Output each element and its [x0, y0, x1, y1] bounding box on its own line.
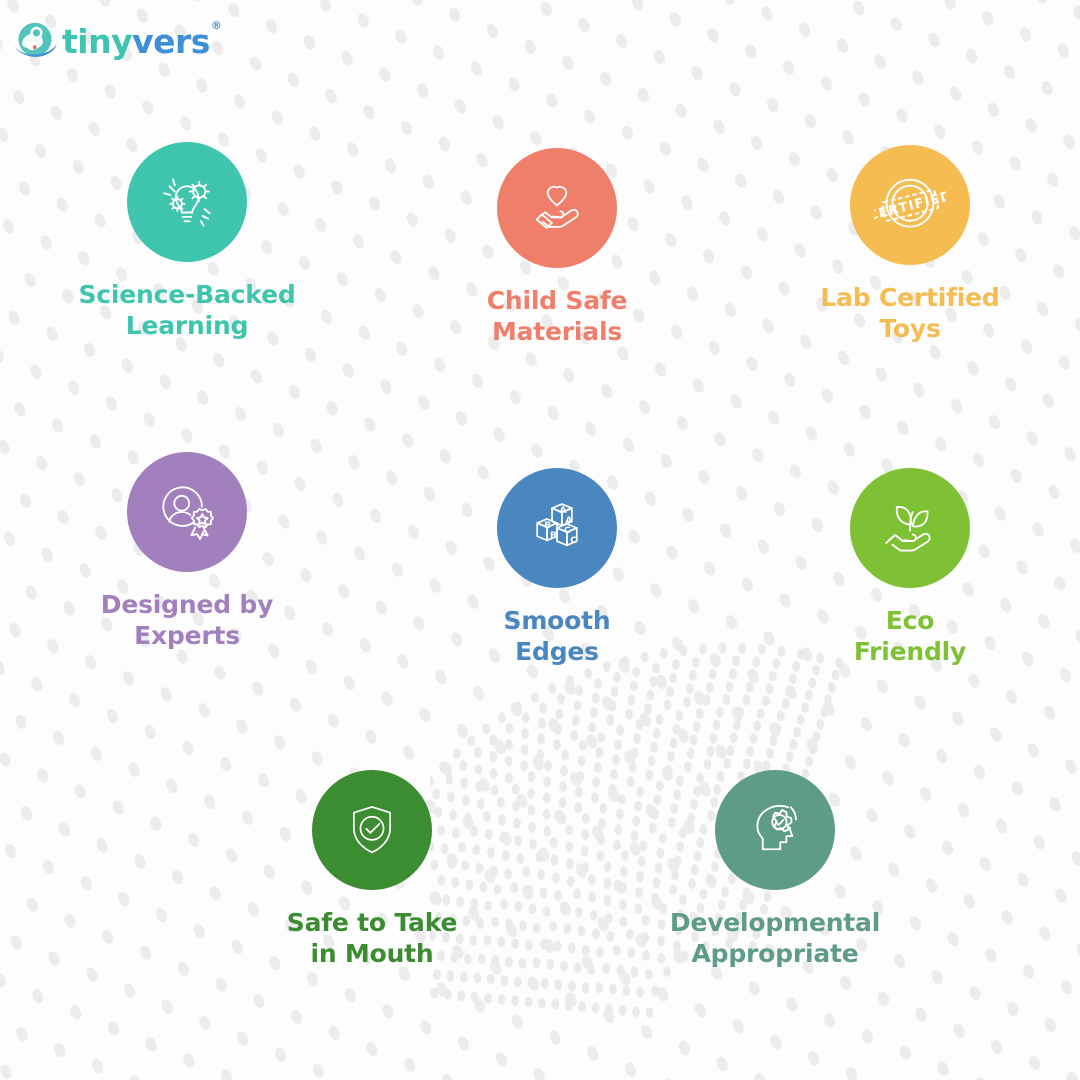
feature-label-line1: Eco: [885, 606, 935, 635]
feature-label-science-backed-learning: Science-Backed Learning: [37, 280, 337, 341]
feature-badge-science-backed-learning[interactable]: [127, 142, 247, 262]
feature-card-designed-by-experts[interactable]: Designed by Experts: [37, 452, 337, 651]
feature-label-line2: Experts: [134, 620, 240, 650]
feature-label-line1: Designed by: [100, 590, 274, 619]
feature-label-line2: Toys: [879, 313, 941, 343]
feature-label-eco-friendly: Eco Friendly: [760, 606, 1060, 667]
feature-badge-developmental-appropriate[interactable]: [715, 770, 835, 890]
svg-text:C: C: [570, 536, 577, 546]
feature-card-smooth-edges[interactable]: A B C A B C Smooth Edges: [407, 468, 707, 667]
feature-label-lab-certified-toys: Lab Certified Toys: [760, 283, 1060, 344]
feature-card-eco-friendly[interactable]: Eco Friendly: [760, 468, 1060, 667]
abc-blocks-icon: A B C A B C: [536, 503, 578, 547]
feature-label-designed-by-experts: Designed by Experts: [37, 590, 337, 651]
tinyvers-globe-logo-icon: [14, 22, 57, 57]
feature-label-line1: Lab Certified: [820, 283, 1000, 312]
feature-label-line2: in Mouth: [310, 938, 434, 968]
feature-label-line2: Edges: [515, 636, 599, 666]
feature-badge-safe-to-take-in-mouth[interactable]: [312, 770, 432, 890]
svg-text:CERTIFIED: CERTIFIED: [874, 189, 946, 224]
svg-text:B: B: [550, 531, 557, 541]
person-award-badge-icon: [162, 486, 214, 540]
feature-label-developmental-appropriate: Developmental Appropriate: [625, 908, 925, 969]
svg-text:C: C: [564, 526, 571, 536]
feature-label-line1: Safe to Take: [286, 908, 458, 937]
feature-badge-child-safe-materials[interactable]: [497, 148, 617, 268]
feature-badge-eco-friendly[interactable]: [850, 468, 970, 588]
feature-badge-designed-by-experts[interactable]: [127, 452, 247, 572]
feature-label-line2: Appropriate: [691, 938, 859, 968]
feature-label-line1: Child Safe: [486, 286, 628, 315]
feature-card-safe-to-take-in-mouth[interactable]: Safe to Take in Mouth: [222, 770, 522, 969]
shield-check-icon: [352, 806, 392, 854]
svg-text:A: A: [565, 516, 572, 526]
feature-label-line2: Learning: [125, 310, 249, 340]
feature-label-line1: Smooth: [503, 606, 611, 635]
feature-label-line2: Materials: [491, 316, 623, 346]
feature-card-science-backed-learning[interactable]: Science-Backed Learning: [37, 142, 337, 341]
feature-label-line1: Developmental: [669, 908, 881, 937]
brand-wordmark: tinyvers®: [62, 20, 222, 61]
feature-label-line2: Friendly: [853, 636, 967, 666]
head-gear-check-icon: [756, 805, 797, 851]
certified-stamp-icon: CERTIFIED: [874, 178, 946, 228]
feature-badge-smooth-edges[interactable]: A B C A B C: [497, 468, 617, 588]
feature-card-child-safe-materials[interactable]: Child Safe Materials: [407, 148, 707, 347]
trademark-symbol: ®: [210, 18, 222, 32]
hand-plant-leaf-icon: [885, 506, 931, 552]
feature-label-safe-to-take-in-mouth: Safe to Take in Mouth: [222, 908, 522, 969]
brand-logo[interactable]: tinyvers®: [12, 16, 222, 64]
brand-name-part2: vers: [132, 21, 210, 61]
feature-card-developmental-appropriate[interactable]: Developmental Appropriate: [625, 770, 925, 969]
feature-label-line1: Science-Backed: [78, 280, 296, 309]
hand-heart-icon: [535, 185, 579, 229]
feature-badge-lab-certified-toys[interactable]: CERTIFIED: [850, 145, 970, 265]
brand-name-part1: tiny: [62, 21, 133, 61]
feature-label-child-safe-materials: Child Safe Materials: [407, 286, 707, 347]
svg-text:A: A: [559, 506, 566, 516]
feature-card-lab-certified-toys[interactable]: CERTIFIED Lab Certified Toys: [760, 145, 1060, 344]
lightbulb-gears-icon: [163, 178, 211, 227]
feature-label-smooth-edges: Smooth Edges: [407, 606, 707, 667]
svg-text:B: B: [544, 521, 551, 531]
